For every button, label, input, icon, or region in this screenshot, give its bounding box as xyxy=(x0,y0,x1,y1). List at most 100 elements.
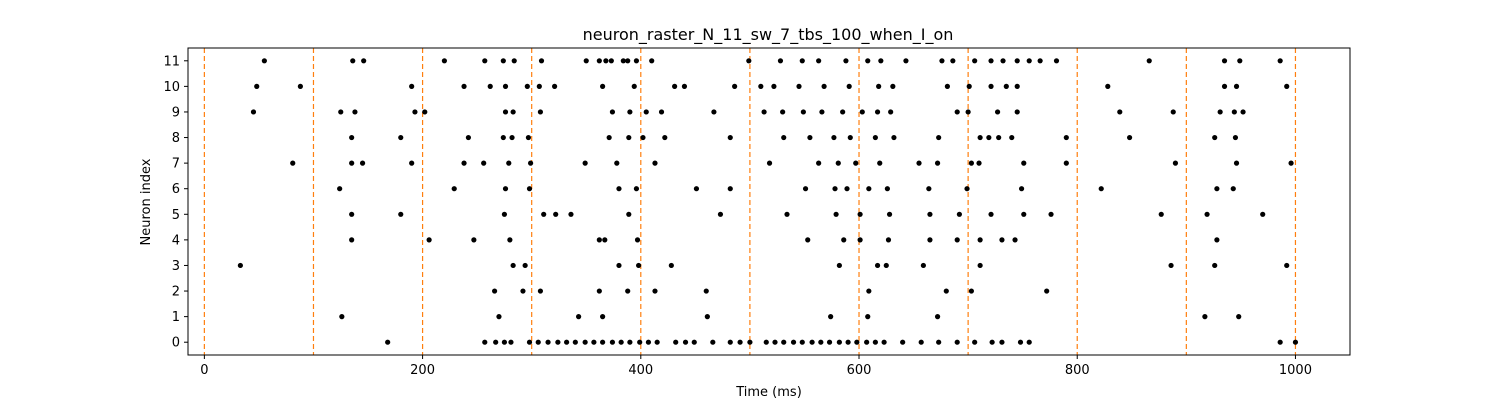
stimulus-lines xyxy=(203,48,1297,355)
spike-point xyxy=(1017,339,1024,345)
y-tick-label: 4 xyxy=(172,233,180,248)
spike-point xyxy=(1212,134,1218,141)
spike-point xyxy=(526,186,533,192)
spike-point xyxy=(859,109,865,115)
spike-point xyxy=(918,339,924,345)
spike-point xyxy=(535,339,541,345)
spike-point xyxy=(1237,58,1243,64)
spike-point xyxy=(1277,339,1283,345)
spike-point xyxy=(1231,109,1237,115)
spike-point xyxy=(1170,109,1176,115)
spike-point xyxy=(956,211,962,217)
spike-point xyxy=(737,339,743,345)
x-tick-label: 0 xyxy=(200,363,208,378)
spike-point xyxy=(881,339,887,345)
spike-point xyxy=(835,160,841,166)
spike-point xyxy=(1260,211,1266,217)
spike-point xyxy=(487,83,493,89)
spike-point xyxy=(538,58,545,64)
spike-point xyxy=(409,160,415,166)
spike-point xyxy=(524,83,530,89)
spike-point xyxy=(977,134,983,141)
spike-point xyxy=(627,339,633,345)
spike-point xyxy=(681,83,688,89)
spike-point xyxy=(1053,58,1060,64)
spike-point xyxy=(711,109,717,115)
spike-point xyxy=(250,109,257,115)
spike-point xyxy=(564,339,570,345)
spike-point xyxy=(545,339,551,345)
y-tick-label: 7 xyxy=(172,157,180,172)
spike-point xyxy=(662,134,668,141)
spike-point xyxy=(927,211,933,217)
spike-point xyxy=(704,314,710,320)
spike-point xyxy=(888,109,894,115)
spike-point xyxy=(508,339,514,345)
spike-point xyxy=(703,288,709,294)
x-axis-ticks: 0 200 400 600 800 1000 xyxy=(200,355,1312,378)
spike-point xyxy=(954,109,960,115)
spike-point xyxy=(398,134,404,141)
spike-point xyxy=(555,339,561,345)
spike-point xyxy=(717,211,724,217)
y-axis-label: Neuron index xyxy=(139,158,154,245)
spike-point xyxy=(618,339,624,345)
spike-point xyxy=(845,339,851,345)
spike-point xyxy=(568,211,574,217)
spike-point xyxy=(626,134,632,141)
spike-point xyxy=(409,83,415,89)
spike-point xyxy=(1277,58,1283,64)
spike-point xyxy=(640,134,646,141)
spike-point xyxy=(943,288,949,294)
chart-title: neuron_raster_N_11_sw_7_tbs_100_when_I_o… xyxy=(583,25,954,45)
spike-point xyxy=(831,134,837,141)
spike-point xyxy=(1221,83,1228,89)
spike-point xyxy=(461,160,467,166)
spike-point xyxy=(522,262,528,269)
x-tick-label: 800 xyxy=(1065,363,1090,378)
spike-point xyxy=(964,186,970,192)
spike-point xyxy=(890,83,896,89)
spike-point xyxy=(352,109,358,115)
spike-point xyxy=(625,288,631,294)
spike-point xyxy=(1236,314,1242,320)
spike-point xyxy=(857,211,863,217)
spike-point xyxy=(502,109,509,115)
spike-point xyxy=(510,109,516,115)
spike-point xyxy=(596,288,602,294)
spike-point xyxy=(1021,211,1027,217)
spike-point xyxy=(349,211,355,217)
spike-point xyxy=(1012,237,1018,243)
spike-point xyxy=(600,83,606,89)
spike-point xyxy=(1009,134,1015,141)
y-tick-label: 3 xyxy=(172,259,180,274)
spike-point xyxy=(501,211,508,217)
spike-point xyxy=(349,237,355,243)
spike-point xyxy=(1014,83,1020,89)
spike-point xyxy=(526,339,533,345)
spike-point xyxy=(884,186,890,192)
spike-point xyxy=(361,58,367,64)
spike-point xyxy=(968,160,974,166)
spike-point xyxy=(502,186,509,192)
spike-point xyxy=(799,58,805,64)
spike-point xyxy=(1105,83,1111,89)
spike-point xyxy=(996,134,1002,141)
spike-point xyxy=(337,186,343,192)
spike-point xyxy=(874,109,881,115)
spike-point xyxy=(1172,160,1179,166)
spike-point xyxy=(927,237,933,243)
spike-point xyxy=(799,339,805,345)
spike-point xyxy=(988,211,994,217)
spike-point xyxy=(1044,288,1050,294)
spike-point xyxy=(1021,160,1027,166)
spike-point xyxy=(349,160,355,166)
spike-point xyxy=(637,339,643,345)
spike-point xyxy=(627,109,633,115)
spike-point xyxy=(500,58,506,64)
spike-point xyxy=(866,186,872,192)
spike-point xyxy=(600,339,606,345)
spike-point xyxy=(693,186,700,192)
spike-point xyxy=(645,339,652,345)
y-tick-label: 8 xyxy=(172,131,180,146)
